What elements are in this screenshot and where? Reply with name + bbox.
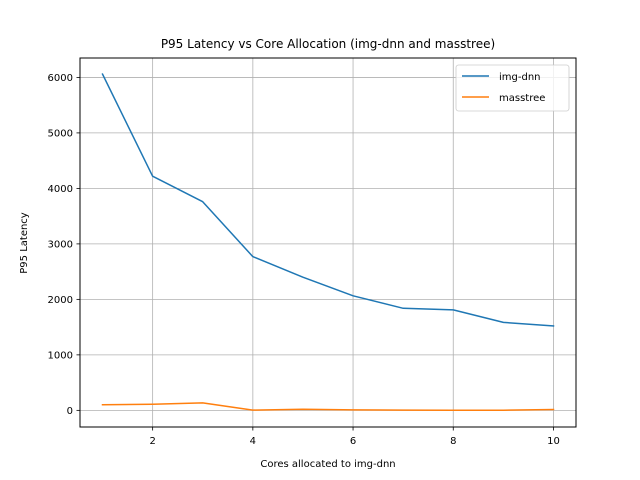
y-tick-label: 5000 bbox=[48, 128, 73, 139]
legend: img-dnn masstree bbox=[455, 64, 570, 112]
chart-title: P95 Latency vs Core Allocation (img-dnn … bbox=[161, 37, 495, 51]
legend-label: img-dnn bbox=[499, 72, 541, 83]
series-line-img-dnn bbox=[101, 73, 555, 327]
x-tick-label: 10 bbox=[547, 436, 560, 447]
axis-ticks: 2 4 6 8 10 0 1000 2000 3000 4000 5000 6000 bbox=[48, 73, 560, 447]
y-tick-label: 6000 bbox=[48, 73, 73, 84]
y-axis-label: P95 Latency bbox=[19, 212, 30, 274]
x-axis-label: Cores allocated to img-dnn bbox=[260, 459, 395, 470]
plot-frame bbox=[79, 57, 577, 428]
y-tick-label: 0 bbox=[67, 406, 73, 417]
series-line-masstree bbox=[101, 402, 555, 411]
x-tick-label: 6 bbox=[350, 436, 356, 447]
legend-label: masstree bbox=[499, 93, 545, 104]
plot-series bbox=[101, 73, 555, 411]
x-tick-label: 2 bbox=[149, 436, 155, 447]
x-tick-label: 8 bbox=[450, 436, 456, 447]
y-tick-label: 4000 bbox=[48, 184, 73, 195]
y-tick-label: 2000 bbox=[48, 295, 73, 306]
grid bbox=[80, 58, 576, 427]
y-tick-label: 3000 bbox=[48, 239, 73, 250]
x-tick-label: 4 bbox=[250, 436, 256, 447]
y-tick-label: 1000 bbox=[48, 350, 73, 361]
